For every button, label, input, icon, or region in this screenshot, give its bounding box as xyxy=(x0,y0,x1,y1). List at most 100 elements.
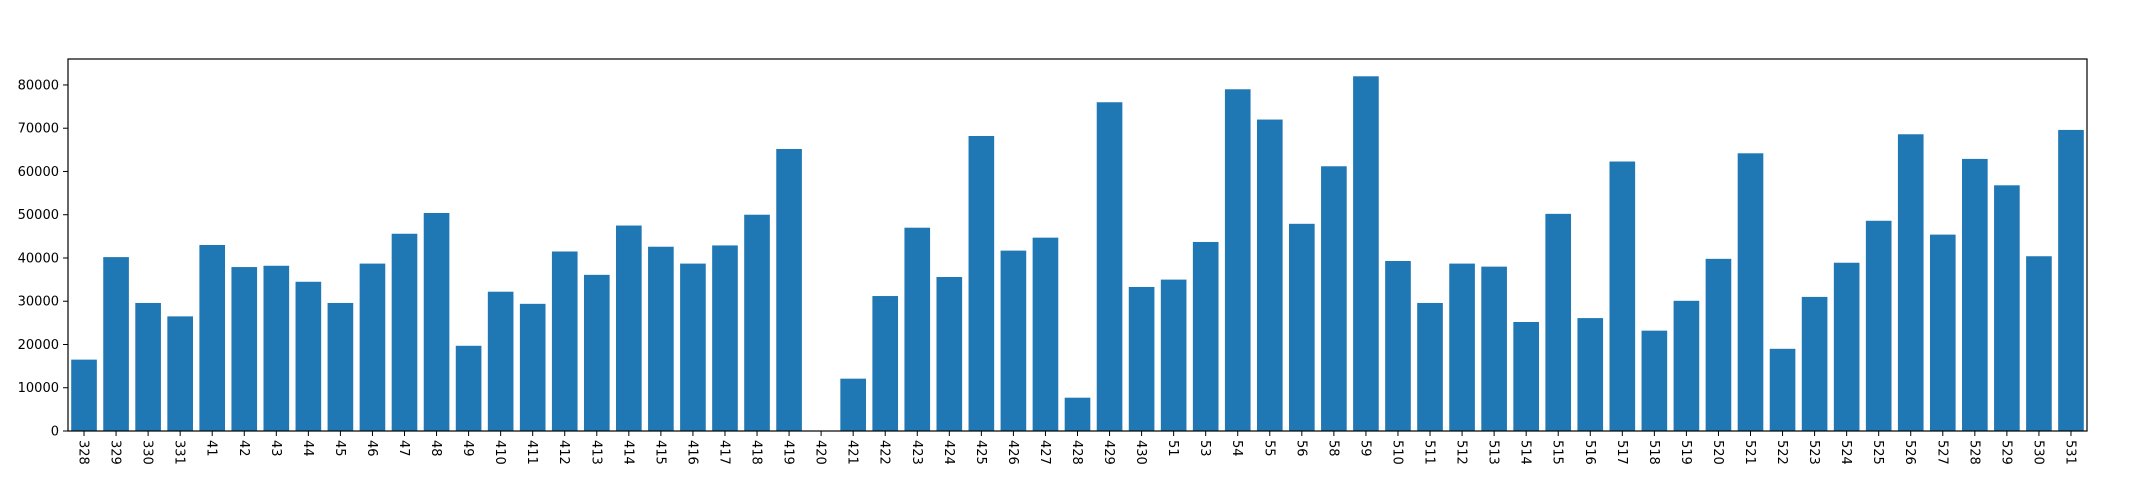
x-tick-label: 422 xyxy=(877,440,892,465)
bar-45 xyxy=(327,302,354,431)
bar-44 xyxy=(295,281,322,431)
x-tick-label: 411 xyxy=(524,440,539,465)
bar-421 xyxy=(840,378,866,431)
x-tick-label: 528 xyxy=(1966,440,1981,465)
x-tick-label: 530 xyxy=(2030,440,2045,465)
x-tick-label: 517 xyxy=(1614,440,1629,465)
x-tick-label: 46 xyxy=(364,440,379,457)
x-tick-label: 529 xyxy=(1998,440,2013,465)
bar-51 xyxy=(1160,279,1187,431)
x-tick-label: 527 xyxy=(1934,440,1949,465)
bar-517 xyxy=(1609,161,1636,431)
x-tick-label: 526 xyxy=(1902,440,1917,465)
x-tick-label: 519 xyxy=(1678,440,1693,465)
bar-516 xyxy=(1577,318,1604,431)
x-tick-label: 56 xyxy=(1293,440,1308,457)
x-tick-label: 520 xyxy=(1710,440,1725,465)
bar-528 xyxy=(1962,158,1988,431)
y-tick-label: 30000 xyxy=(18,295,59,310)
bar-530 xyxy=(2026,256,2052,431)
bar-419 xyxy=(776,148,802,431)
y-tick-label: 10000 xyxy=(18,381,59,396)
bar-418 xyxy=(744,214,770,431)
bar-514 xyxy=(1513,321,1539,431)
bar-520 xyxy=(1705,258,1732,431)
x-tick-label: 513 xyxy=(1486,440,1501,465)
x-tick-label: 330 xyxy=(140,440,155,465)
x-tick-label: 525 xyxy=(1870,440,1885,465)
bar-511 xyxy=(1417,302,1443,431)
x-tick-label: 421 xyxy=(845,440,860,465)
x-tick-label: 328 xyxy=(76,440,91,465)
bar-55 xyxy=(1256,119,1283,431)
x-tick-label: 423 xyxy=(909,440,924,465)
x-tick-label: 51 xyxy=(1165,440,1180,457)
x-tick-label: 43 xyxy=(268,440,283,457)
bar-58 xyxy=(1321,166,1347,431)
x-tick-label: 331 xyxy=(172,440,187,465)
bar-46 xyxy=(359,263,386,431)
bar-412 xyxy=(551,251,578,431)
bar-522 xyxy=(1769,348,1796,431)
bar-515 xyxy=(1545,213,1572,431)
x-tick-label: 512 xyxy=(1454,440,1469,465)
bar-328 xyxy=(71,359,97,431)
x-tick-label: 510 xyxy=(1389,440,1404,465)
x-axis: 328 329 330 331 41 42 43 44 45 46 47 48 49 410 411 412 4… xyxy=(76,431,2077,465)
x-tick-label: 516 xyxy=(1582,440,1597,465)
bar-429 xyxy=(1096,102,1123,432)
bar-415 xyxy=(648,246,674,431)
x-tick-label: 427 xyxy=(1037,440,1052,465)
x-tick-label: 44 xyxy=(300,440,315,457)
x-tick-label: 515 xyxy=(1550,440,1565,465)
bar-527 xyxy=(1929,234,1956,431)
bar-427 xyxy=(1032,237,1059,431)
bar-424 xyxy=(936,277,963,431)
x-tick-label: 428 xyxy=(1069,440,1084,465)
x-tick-label: 524 xyxy=(1838,440,1853,465)
bar-510 xyxy=(1385,261,1411,431)
bar-41 xyxy=(199,245,226,431)
plot-frame xyxy=(67,58,2088,432)
bar-54 xyxy=(1224,89,1251,432)
bar-426 xyxy=(1000,250,1027,431)
y-tick-label: 0 xyxy=(51,425,59,440)
bar-526 xyxy=(1897,134,1924,431)
bar-428 xyxy=(1064,397,1091,431)
bar-512 xyxy=(1449,263,1475,431)
bar-414 xyxy=(616,225,642,431)
x-tick-label: 420 xyxy=(813,440,828,465)
bar-529 xyxy=(1994,185,2020,431)
bar-47 xyxy=(391,233,418,431)
bar-417 xyxy=(712,245,738,431)
bar-513 xyxy=(1481,266,1507,431)
x-tick-label: 415 xyxy=(652,440,667,465)
x-tick-label: 413 xyxy=(588,440,603,465)
x-tick-label: 419 xyxy=(781,440,796,465)
bar-411 xyxy=(519,303,546,431)
x-tick-label: 521 xyxy=(1742,440,1757,465)
x-tick-label: 55 xyxy=(1261,440,1276,457)
bar-330 xyxy=(135,302,161,431)
x-tick-label: 53 xyxy=(1197,440,1212,457)
x-tick-label: 47 xyxy=(396,440,411,457)
x-tick-label: 425 xyxy=(973,440,988,465)
y-tick-label: 40000 xyxy=(18,251,59,266)
bar-524 xyxy=(1833,262,1860,431)
bar-413 xyxy=(583,274,610,431)
bar-519 xyxy=(1673,300,1700,431)
bar-430 xyxy=(1128,286,1155,431)
y-tick-label: 50000 xyxy=(18,208,59,223)
bar-42 xyxy=(231,267,258,431)
x-tick-label: 531 xyxy=(2062,440,2077,465)
x-tick-label: 424 xyxy=(941,440,956,465)
x-tick-label: 523 xyxy=(1806,440,1821,465)
y-tick-label: 70000 xyxy=(18,122,59,137)
bar-518 xyxy=(1641,330,1668,431)
bar-53 xyxy=(1192,241,1219,431)
bar-410 xyxy=(487,291,514,431)
x-tick-label: 41 xyxy=(204,440,219,457)
x-tick-label: 418 xyxy=(749,440,764,465)
y-axis: 0 10000 20000 30000 40000 50000 60000 70000 8000… xyxy=(18,78,68,440)
bar-422 xyxy=(872,296,899,431)
